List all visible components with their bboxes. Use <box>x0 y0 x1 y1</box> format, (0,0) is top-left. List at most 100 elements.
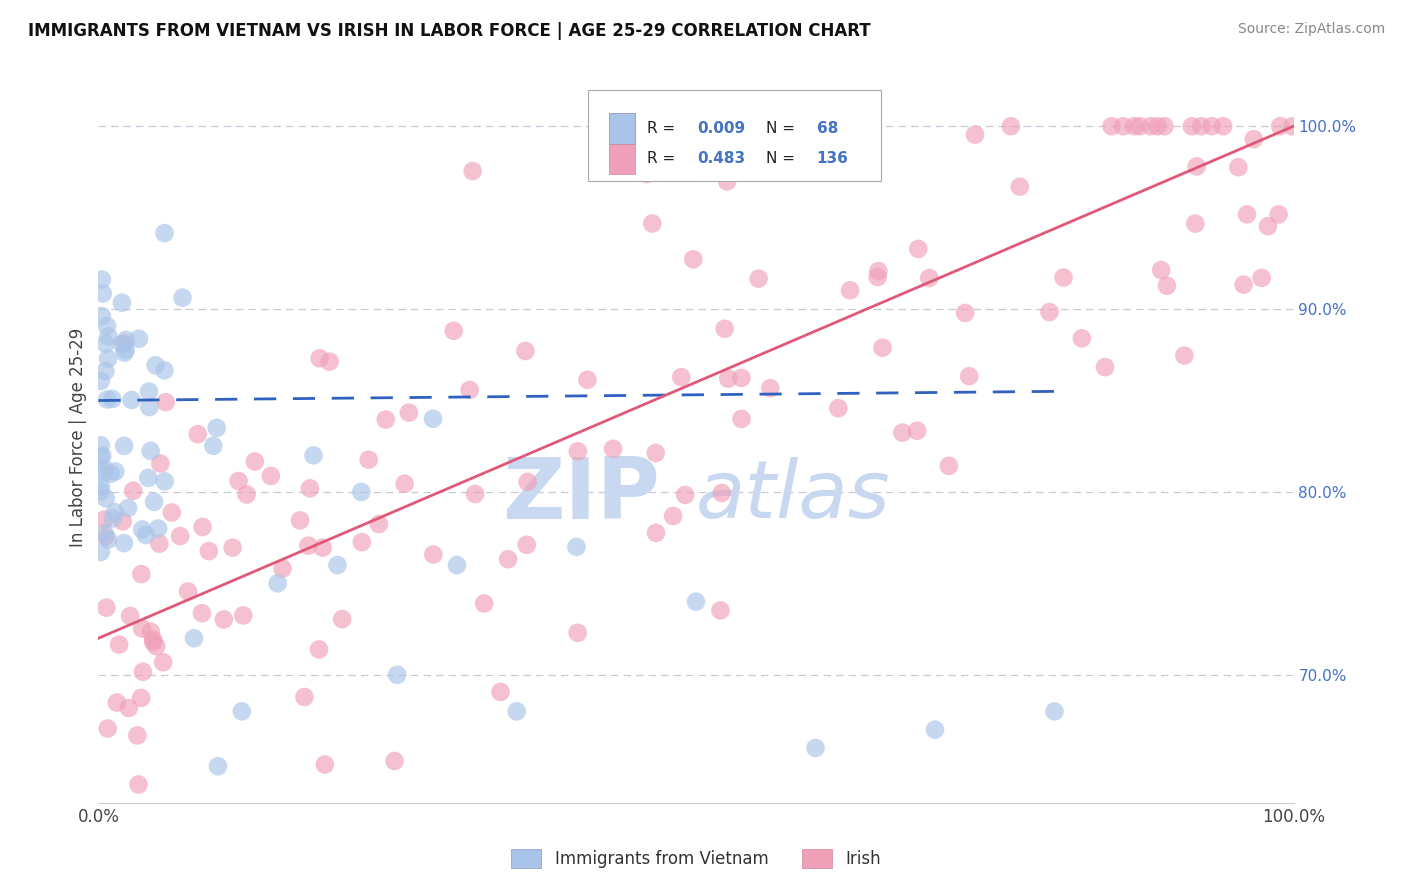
Text: ZIP: ZIP <box>502 454 661 537</box>
Point <box>93 461 115 475</box>
Point <box>120 609 142 624</box>
Point <box>1094 360 1116 375</box>
Point <box>177 584 200 599</box>
Point <box>97 533 120 547</box>
Point <box>576 373 599 387</box>
Bar <box>609 144 636 174</box>
Point <box>207 759 229 773</box>
Point <box>357 452 380 467</box>
Point <box>118 701 141 715</box>
Point <box>112 336 135 351</box>
Point <box>111 337 134 351</box>
Point <box>93 466 115 480</box>
Point <box>759 381 782 395</box>
Point <box>288 513 311 527</box>
Point <box>91 286 114 301</box>
Text: R =: R = <box>647 152 681 167</box>
Point <box>730 371 752 385</box>
Point <box>183 632 205 646</box>
Point <box>671 370 693 384</box>
Point <box>114 343 136 357</box>
Point <box>1173 349 1195 363</box>
Point <box>231 705 253 719</box>
Point <box>96 392 118 407</box>
Point <box>142 632 165 647</box>
Point <box>228 474 250 488</box>
Text: R =: R = <box>647 121 681 136</box>
Point <box>294 690 316 704</box>
Point <box>117 501 139 516</box>
Point <box>308 351 330 366</box>
Point <box>100 467 122 481</box>
Point <box>148 522 170 536</box>
Point <box>717 371 740 385</box>
Point <box>91 449 114 463</box>
Point <box>710 486 733 500</box>
Point <box>90 484 112 499</box>
Point <box>169 529 191 543</box>
Point <box>202 439 225 453</box>
Point <box>384 754 406 768</box>
Text: N =: N = <box>766 121 800 136</box>
Point <box>138 400 160 414</box>
Point <box>496 552 519 566</box>
Point <box>97 722 120 736</box>
Legend: Immigrants from Vietnam, Irish: Immigrants from Vietnam, Irish <box>505 842 887 875</box>
Point <box>716 174 738 188</box>
Point <box>131 622 153 636</box>
Point <box>713 322 735 336</box>
Point <box>94 336 117 351</box>
Point <box>374 412 396 426</box>
Point <box>314 757 336 772</box>
Point <box>1250 271 1272 285</box>
Point <box>153 475 176 489</box>
Point <box>516 475 538 489</box>
Text: Source: ZipAtlas.com: Source: ZipAtlas.com <box>1237 22 1385 37</box>
Point <box>682 252 704 267</box>
Point <box>152 655 174 669</box>
Point <box>114 345 136 359</box>
Point <box>90 438 112 452</box>
Point <box>1232 277 1254 292</box>
Point <box>108 638 131 652</box>
Point <box>472 597 495 611</box>
Point <box>139 444 162 458</box>
Point <box>868 264 890 278</box>
Point <box>90 272 112 286</box>
Text: atlas: atlas <box>696 457 891 534</box>
Point <box>891 425 914 440</box>
Point <box>318 354 340 368</box>
Point <box>302 448 325 462</box>
Point <box>128 778 150 792</box>
Point <box>297 539 319 553</box>
Point <box>101 511 124 525</box>
Point <box>145 358 167 372</box>
Point <box>644 446 666 460</box>
Point <box>90 479 112 493</box>
Point <box>143 495 166 509</box>
Text: 0.009: 0.009 <box>697 121 745 136</box>
Point <box>1227 160 1250 174</box>
Bar <box>609 113 636 144</box>
Point <box>104 505 127 519</box>
Point <box>191 520 214 534</box>
Point <box>516 538 538 552</box>
Point <box>839 283 862 297</box>
Point <box>90 545 112 559</box>
Point <box>122 483 145 498</box>
Point <box>93 512 115 526</box>
Point <box>90 309 112 323</box>
Point <box>148 537 170 551</box>
Point <box>129 690 152 705</box>
Point <box>458 383 481 397</box>
Point <box>232 608 254 623</box>
Point <box>131 523 153 537</box>
Point <box>1112 120 1135 134</box>
Point <box>489 685 512 699</box>
Point <box>135 528 157 542</box>
Point <box>350 485 373 500</box>
Point <box>298 481 321 495</box>
Point <box>267 576 290 591</box>
Point <box>685 594 707 608</box>
Point <box>385 668 409 682</box>
